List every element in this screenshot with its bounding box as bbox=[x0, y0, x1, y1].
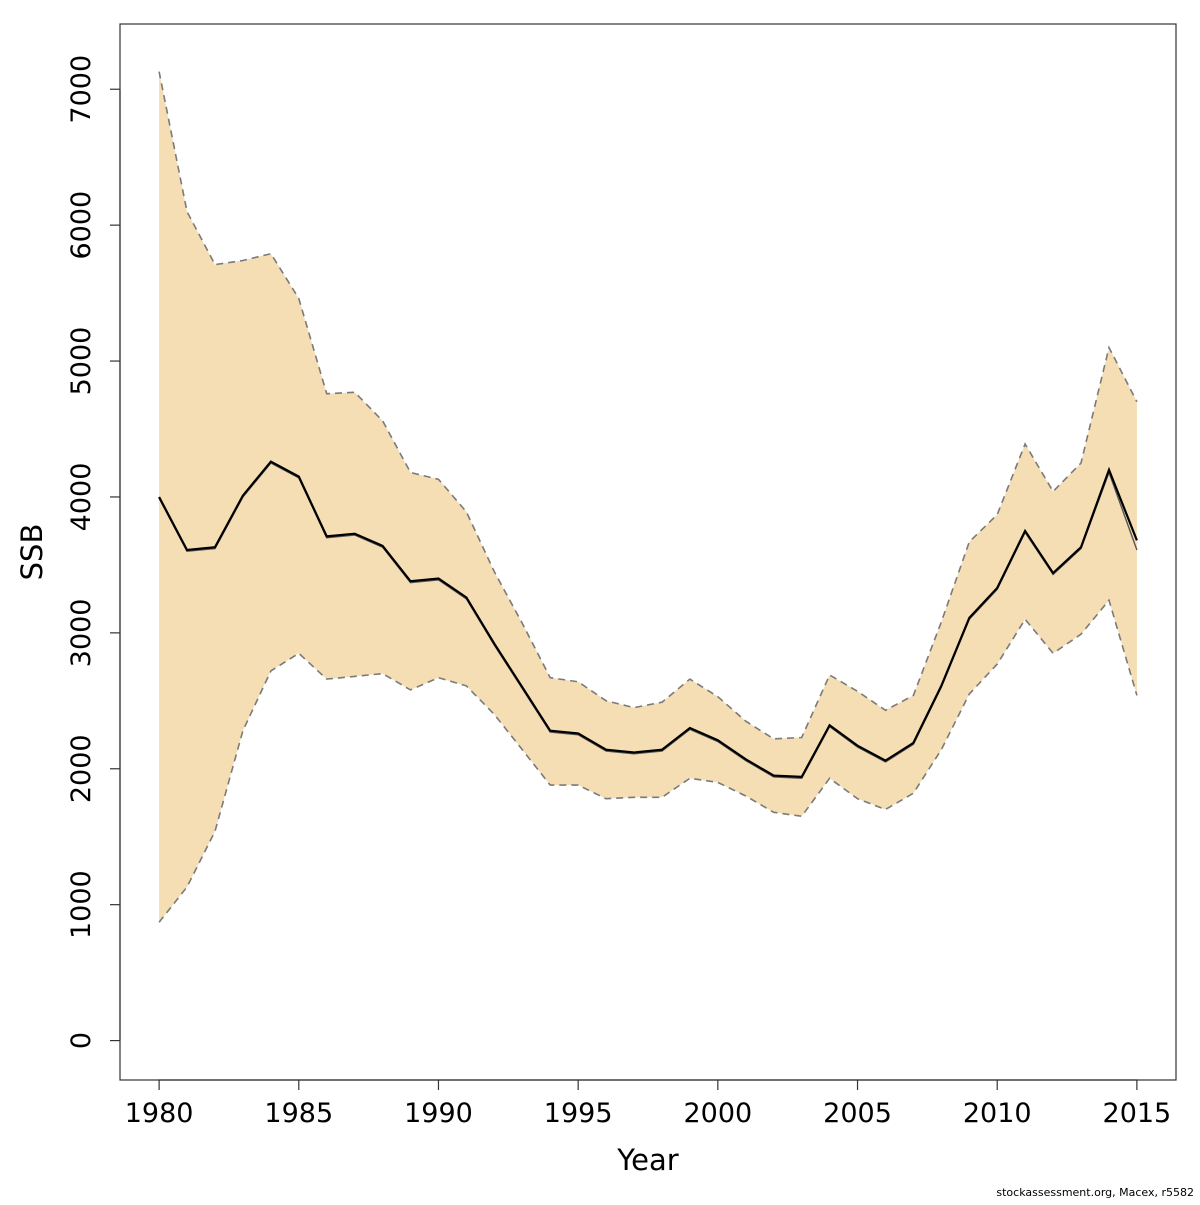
x-tick-label: 1995 bbox=[544, 1098, 613, 1129]
x-axis: 1980 1985 1990 1995 2000 2005 2010 2015 bbox=[125, 1079, 1172, 1129]
x-tick-label: 1980 bbox=[125, 1098, 194, 1129]
confidence-band bbox=[159, 71, 1137, 923]
y-tick-label: 7000 bbox=[66, 55, 97, 124]
y-tick-label: 0 bbox=[66, 1032, 97, 1049]
x-tick-label: 2000 bbox=[683, 1098, 752, 1129]
x-tick-label: 1985 bbox=[264, 1098, 333, 1129]
y-axis: 0 1000 2000 3000 4000 5000 6000 7000 bbox=[66, 55, 121, 1049]
estimate-line bbox=[158, 460, 1138, 779]
y-tick-label: 3000 bbox=[66, 599, 97, 668]
upper-bound-line bbox=[158, 71, 1138, 740]
x-tick-label: 2005 bbox=[823, 1098, 892, 1129]
y-tick-label: 4000 bbox=[66, 463, 97, 532]
footer-note: stockassessment.org, Macex, r5582 bbox=[996, 1186, 1194, 1199]
x-tick-label: 1990 bbox=[404, 1098, 473, 1129]
x-axis-title: Year bbox=[616, 1143, 678, 1177]
series-line-layer bbox=[158, 71, 1138, 923]
lower-bound-line bbox=[158, 598, 1138, 923]
x-tick-label: 2015 bbox=[1103, 1098, 1172, 1129]
y-tick-label: 6000 bbox=[66, 191, 97, 260]
x-tick-label: 2010 bbox=[963, 1098, 1032, 1129]
y-axis-title: SSB bbox=[15, 524, 49, 581]
y-tick-label: 1000 bbox=[66, 870, 97, 939]
confidence-band-layer bbox=[159, 71, 1137, 923]
y-tick-label: 5000 bbox=[66, 327, 97, 396]
y-tick-label: 2000 bbox=[66, 734, 97, 803]
